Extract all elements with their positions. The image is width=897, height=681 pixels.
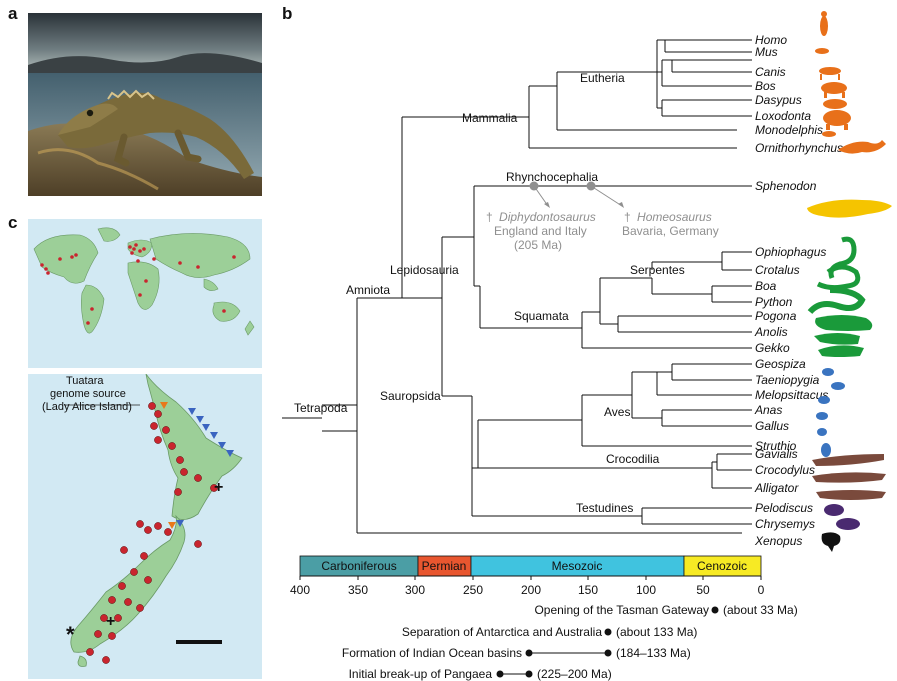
panel-label-c: c xyxy=(8,213,18,232)
taxon-label: Python xyxy=(755,295,793,309)
turtle-silhouettes xyxy=(824,504,860,530)
taxon-label: Ornithorhynchus xyxy=(755,141,843,155)
svg-text:† Homeosaurus: † Homeosaurus xyxy=(624,210,712,224)
fossil-calibrations: † Diphydontosaurus England and Italy (20… xyxy=(486,181,719,252)
bird-silhouettes xyxy=(816,368,845,457)
clade-squamata: Squamata xyxy=(514,309,569,323)
clade-aves: Aves xyxy=(604,405,630,419)
tick-label: 100 xyxy=(636,583,656,597)
clade-eutheria: Eutheria xyxy=(580,71,625,85)
taxon-label: Anolis xyxy=(754,325,788,339)
period-label: Mesozoic xyxy=(552,559,603,573)
taxon-label: Anas xyxy=(754,403,782,417)
geologic-timescale: Carboniferous Permian Mesozoic Cenozoic … xyxy=(290,555,765,597)
mammal-silhouettes xyxy=(815,11,886,154)
event-range: (184–133 Ma) xyxy=(616,646,691,660)
event-label: Initial break-up of Pangaea xyxy=(349,667,493,681)
taxon-label: Crocodylus xyxy=(755,463,815,477)
fossil-dagger: † xyxy=(624,210,631,224)
clade-lepidosauria: Lepidosauria xyxy=(390,263,459,277)
taxon-label: Chrysemys xyxy=(755,517,815,531)
taxon-label: Gekko xyxy=(755,341,790,355)
taxon-label: Geospiza xyxy=(755,357,806,371)
tick-label: 400 xyxy=(290,583,310,597)
taxon-label: Homo xyxy=(755,33,787,47)
cross-marker-north: + xyxy=(214,479,223,496)
event-range: (225–200 Ma) xyxy=(537,667,612,681)
event-range: (about 33 Ma) xyxy=(723,603,798,617)
taxon-label: Canis xyxy=(755,65,786,79)
homeosaurus-node xyxy=(586,181,596,191)
fossil-locality-diphydontosaurus: England and Italy xyxy=(494,224,587,238)
taxon-label: Xenopus xyxy=(754,534,802,548)
event-range: (about 133 Ma) xyxy=(616,625,697,639)
tuatara-silhouette xyxy=(807,199,892,218)
geologic-events: Opening of the Tasman Gateway (about 33 … xyxy=(342,603,798,681)
asterisk-marker: * xyxy=(66,622,75,647)
source-label-line1: Tuatara xyxy=(66,375,104,387)
taxon-label: Bos xyxy=(755,79,776,93)
diphydontosaurus-node xyxy=(529,181,539,191)
taxon-label: Ophiophagus xyxy=(755,245,826,259)
taxon-label: Dasypus xyxy=(755,93,802,107)
clade-mammalia: Mammalia xyxy=(462,111,518,125)
tick-label: 200 xyxy=(521,583,541,597)
taxon-label: Gallus xyxy=(755,419,789,433)
period-label: Carboniferous xyxy=(321,559,396,573)
clade-testudines: Testudines xyxy=(576,501,633,515)
tick-label: 250 xyxy=(463,583,483,597)
event-label: Separation of Antarctica and Australia xyxy=(402,625,602,639)
fossil-name-homeosaurus: Homeosaurus xyxy=(637,210,712,224)
panel-label-b: b xyxy=(282,4,293,23)
clade-sauropsida: Sauropsida xyxy=(380,389,441,403)
taxon-label: Pelodiscus xyxy=(755,501,813,515)
taxon-label: Struthio xyxy=(755,439,797,453)
taxon-label: Mus xyxy=(755,45,778,59)
taxon-label: Melopsittacus xyxy=(755,388,828,402)
taxon-label: Monodelphis xyxy=(755,123,823,137)
fossil-name-diphydontosaurus: Diphydontosaurus xyxy=(499,210,596,224)
source-label-line2: genome source xyxy=(50,388,126,400)
tree-branches xyxy=(282,39,752,534)
fossil-age-diphydontosaurus: (205 Ma) xyxy=(514,238,562,252)
event-label: Formation of Indian Ocean basins xyxy=(342,646,522,660)
taxon-label: Boa xyxy=(755,279,777,293)
tick-label: 300 xyxy=(405,583,425,597)
cross-marker-south: + xyxy=(106,613,115,630)
taxon-label: Loxodonta xyxy=(755,109,811,123)
taxon-label: Alligator xyxy=(754,481,799,495)
fossil-dagger: † xyxy=(486,210,493,224)
tick-label: 0 xyxy=(758,583,765,597)
tick-label: 350 xyxy=(348,583,368,597)
panel-label-a: a xyxy=(8,4,18,23)
source-label-line3: (Lady Alice Island) xyxy=(42,401,132,413)
frog-silhouette xyxy=(821,532,841,552)
period-label: Permian xyxy=(422,559,467,573)
event-label: Opening of the Tasman Gateway xyxy=(534,603,709,617)
world-distribution-map xyxy=(28,219,262,368)
tick-label: 150 xyxy=(578,583,598,597)
taxon-label: Taeniopygia xyxy=(755,373,820,387)
taxon-label: Pogona xyxy=(755,309,797,323)
clade-serpentes: Serpentes xyxy=(630,263,685,277)
animal-silhouettes xyxy=(807,11,892,552)
tuatara-photo xyxy=(28,13,262,196)
fossil-locality-homeosaurus: Bavaria, Germany xyxy=(622,224,719,238)
squamate-silhouettes xyxy=(807,236,873,357)
tick-label: 50 xyxy=(696,583,710,597)
taxon-label: Crotalus xyxy=(755,263,800,277)
phylogeny-panel: † Diphydontosaurus England and Italy (20… xyxy=(282,0,897,681)
taxon-label: Gavialis xyxy=(755,447,798,461)
clade-crocodilia: Crocodilia xyxy=(606,452,660,466)
new-zealand-map: Tuatara genome source (Lady Alice Island… xyxy=(28,374,262,679)
clade-amniota: Amniota xyxy=(346,283,390,297)
clade-tetrapoda: Tetrapoda xyxy=(294,401,348,415)
clade-rhynchocephalia: Rhynchocephalia xyxy=(506,170,598,184)
period-label: Cenozoic xyxy=(697,559,747,573)
crocodilian-silhouettes xyxy=(812,454,886,500)
svg-text:† Diphydontosaurus: † Diphydontosaurus xyxy=(486,210,596,224)
taxon-label: Sphenodon xyxy=(755,179,817,193)
taxon-labels: Homo Mus Canis Bos Dasypus Loxodonta Mon… xyxy=(754,33,843,548)
